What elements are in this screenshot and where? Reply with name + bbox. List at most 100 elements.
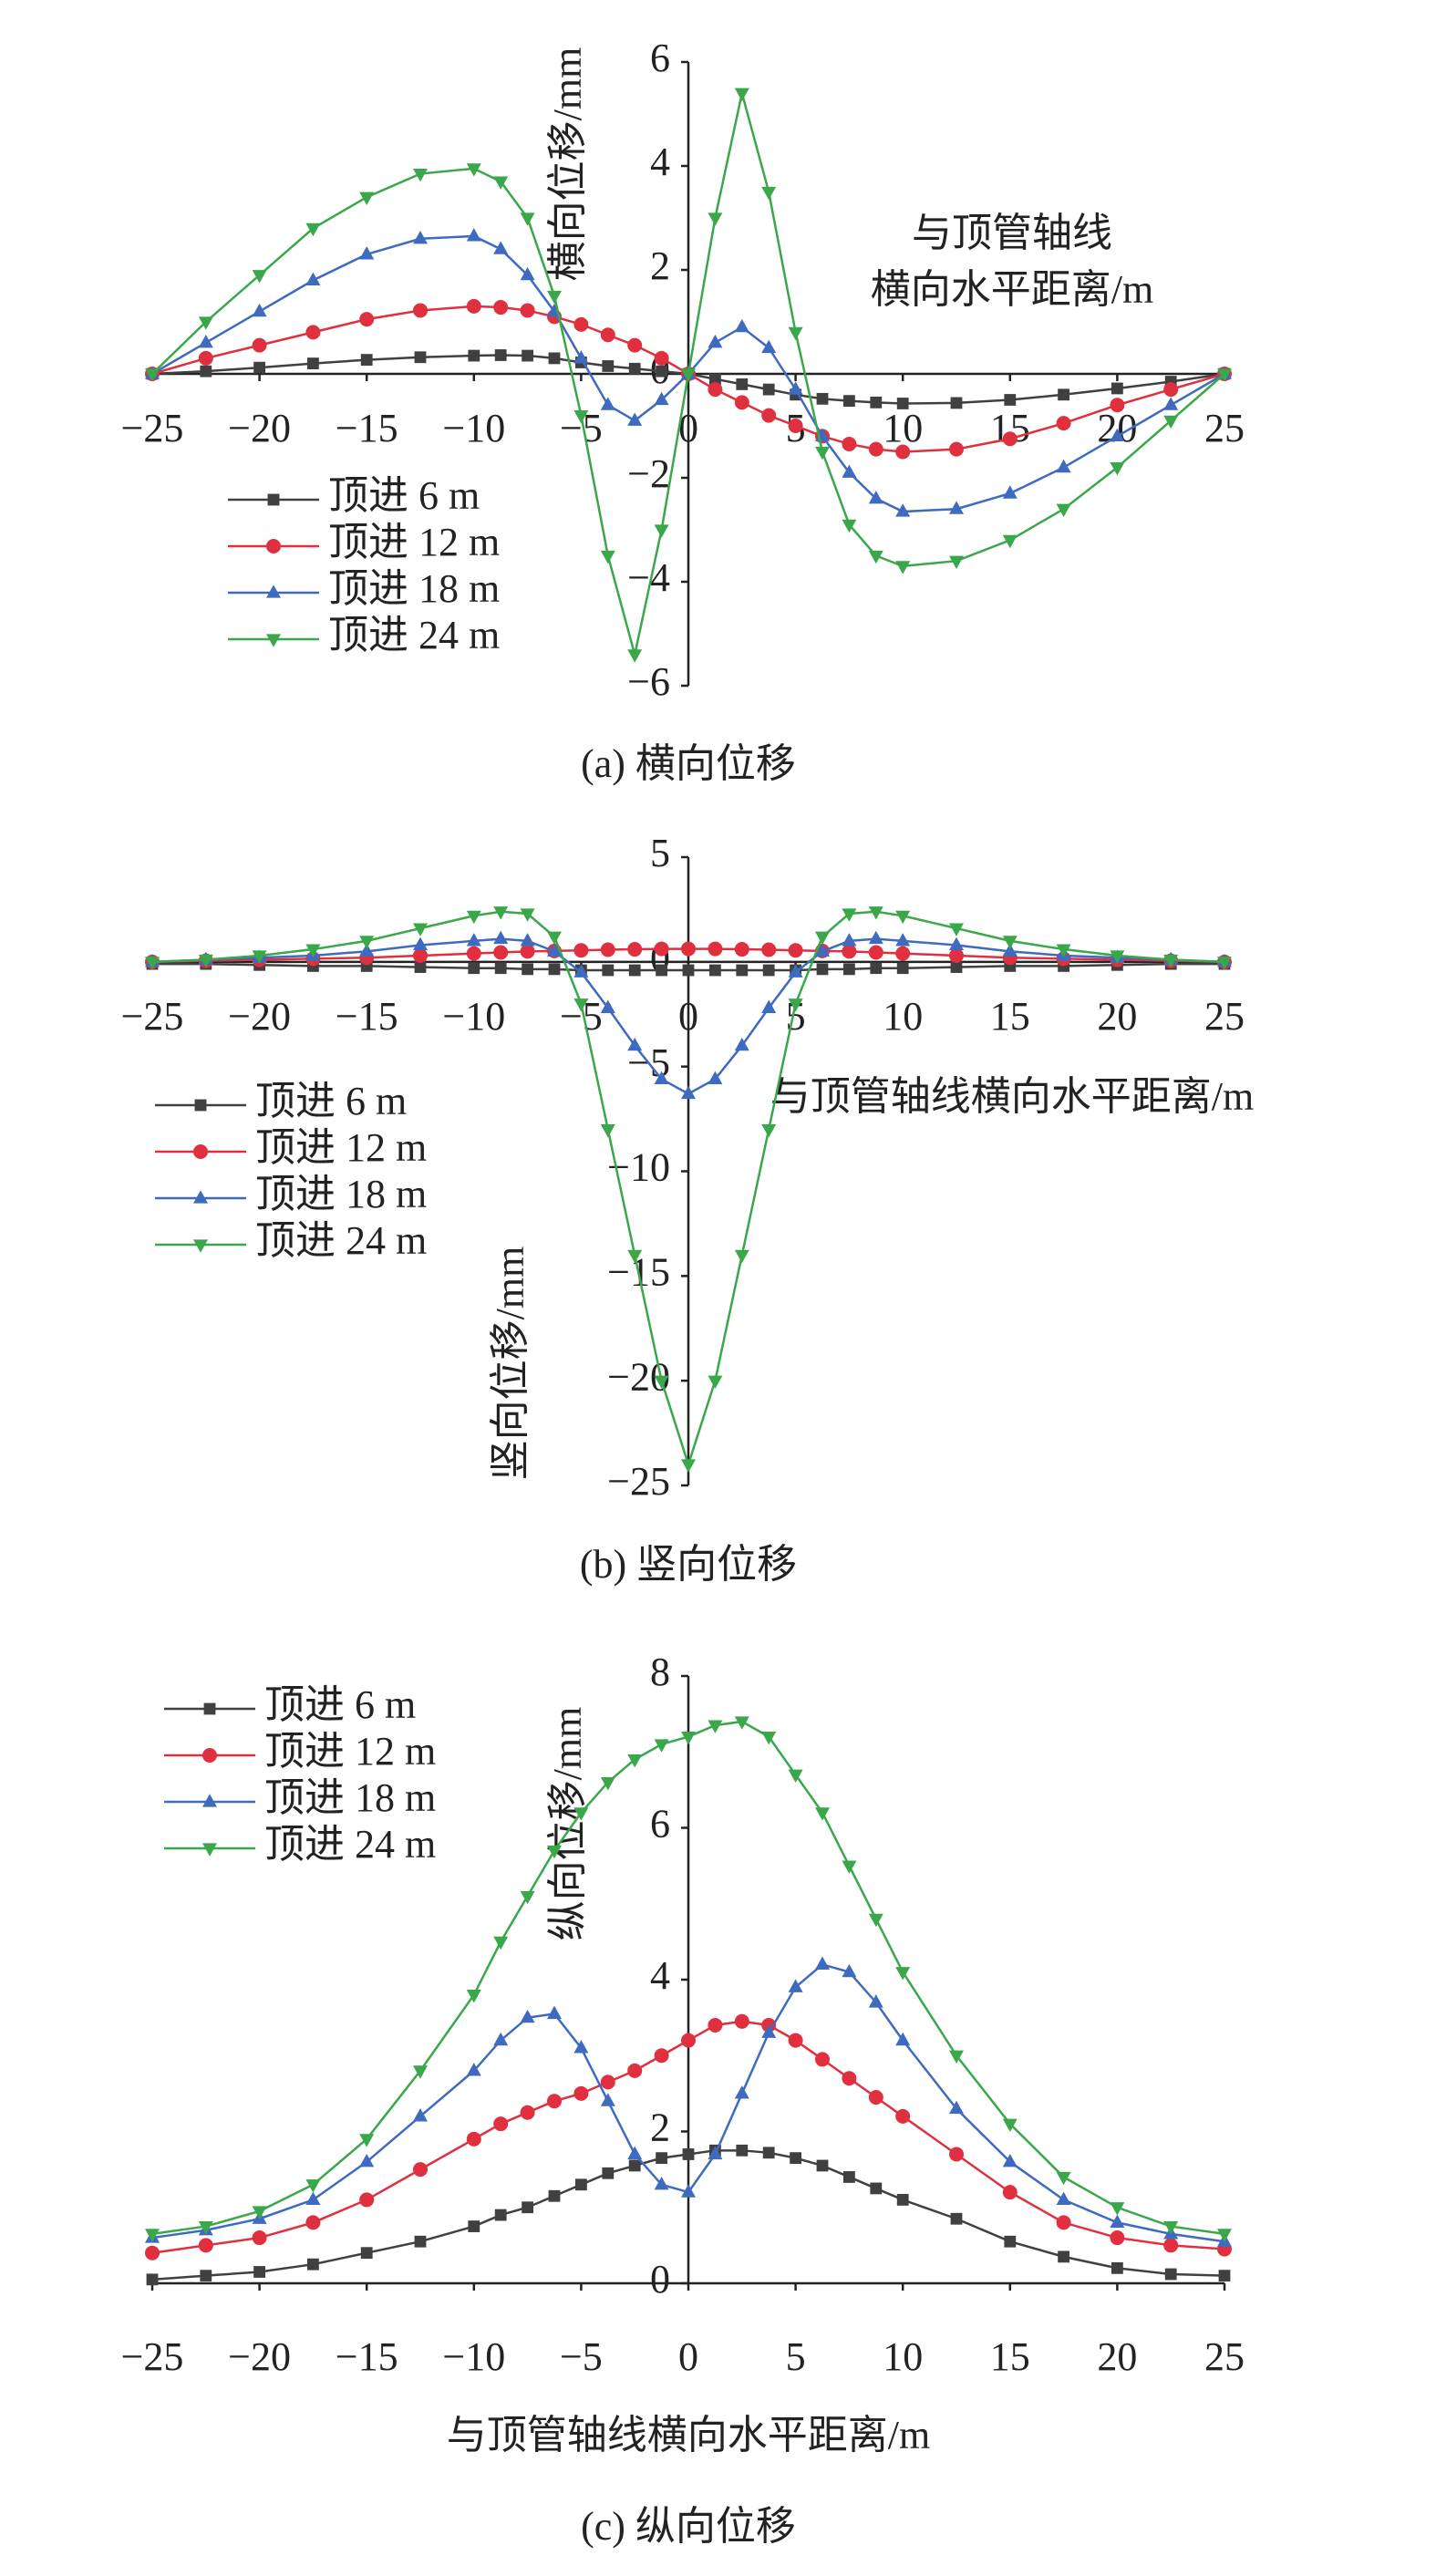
marker [493, 300, 509, 316]
marker [788, 1979, 803, 1992]
marker [734, 1249, 749, 1264]
marker [736, 2144, 749, 2157]
marker [654, 1739, 669, 1753]
marker [843, 395, 855, 408]
marker [520, 944, 535, 959]
legend-marker [266, 634, 281, 647]
x-tick-label: −15 [336, 994, 398, 1039]
marker [1002, 485, 1018, 499]
marker [1002, 431, 1018, 447]
marker [1163, 2220, 1179, 2235]
marker [734, 318, 749, 333]
y-tick-label: 4 [650, 1953, 670, 1998]
y-tick-label: 2 [650, 243, 670, 288]
marker [681, 2033, 696, 2048]
marker [895, 910, 911, 925]
marker [1110, 2214, 1125, 2228]
marker [466, 1990, 481, 2003]
marker [468, 2220, 480, 2232]
y-tick-label: 0 [650, 2257, 670, 2302]
marker [1110, 428, 1125, 441]
marker [896, 398, 909, 409]
marker [842, 519, 857, 533]
marker [600, 1123, 615, 1138]
x-tick-label: −5 [560, 2334, 603, 2379]
legend-label: 顶进 6 m [255, 1079, 407, 1123]
marker [522, 349, 533, 362]
marker [734, 1716, 749, 1730]
marker [734, 2085, 749, 2099]
legend-label: 顶进 18 m [264, 1775, 436, 1820]
marker [868, 945, 883, 960]
marker [627, 1249, 643, 1264]
marker [1217, 2229, 1232, 2242]
marker [949, 441, 964, 457]
marker [413, 923, 428, 936]
marker [1110, 950, 1125, 964]
marker [252, 337, 267, 353]
marker [1004, 2235, 1017, 2248]
marker [466, 910, 481, 925]
marker [736, 964, 749, 977]
marker [305, 272, 321, 285]
marker [709, 964, 721, 977]
marker [573, 410, 589, 424]
marker [949, 923, 964, 936]
marker [1056, 944, 1071, 957]
marker [815, 943, 830, 957]
legend-marker [267, 493, 280, 506]
x-tick-label: 20 [1097, 994, 1137, 1039]
marker [145, 2245, 160, 2260]
marker [547, 2005, 562, 2020]
x-axis-label: 横向水平距离/m [871, 267, 1153, 312]
marker [466, 933, 481, 947]
marker [307, 2258, 319, 2271]
x-tick-label: 25 [1204, 406, 1245, 450]
marker [547, 2094, 562, 2109]
marker [788, 2033, 803, 2048]
x-tick-label: −25 [121, 2334, 184, 2379]
marker [493, 930, 509, 945]
marker [868, 491, 883, 504]
x-tick-label: −15 [336, 2334, 398, 2379]
x-tick-label: 15 [990, 994, 1030, 1039]
marker [520, 2105, 535, 2120]
marker [1002, 2154, 1018, 2167]
y-axis-label: 竖向位移/mm [488, 1247, 532, 1481]
marker [656, 2152, 667, 2165]
marker [682, 964, 695, 977]
marker [842, 436, 857, 451]
marker [896, 2194, 909, 2206]
marker [628, 362, 641, 375]
marker [145, 2229, 160, 2242]
x-tick-label: −10 [442, 994, 505, 1039]
marker [681, 1085, 696, 1100]
marker [493, 906, 509, 920]
marker [842, 1963, 857, 1978]
marker [547, 931, 562, 946]
marker [413, 2065, 428, 2079]
marker [762, 383, 775, 396]
marker [1002, 936, 1018, 949]
y-tick-label: 4 [650, 140, 670, 184]
marker [843, 963, 855, 976]
legend-label: 顶进 12 m [328, 520, 500, 564]
marker [413, 168, 428, 182]
marker [360, 354, 373, 367]
marker [627, 2146, 643, 2160]
x-tick-label: −20 [228, 2334, 291, 2379]
marker [788, 326, 803, 341]
marker [198, 2220, 213, 2235]
marker [628, 964, 641, 977]
marker [466, 298, 481, 314]
marker [708, 382, 723, 398]
marker [573, 316, 589, 332]
marker [949, 936, 964, 951]
marker [842, 944, 857, 959]
marker [1056, 2191, 1071, 2206]
x-tick-label: 0 [678, 2334, 698, 2379]
legend-marker [202, 1748, 217, 1763]
marker [146, 2273, 159, 2286]
marker [762, 2147, 775, 2159]
